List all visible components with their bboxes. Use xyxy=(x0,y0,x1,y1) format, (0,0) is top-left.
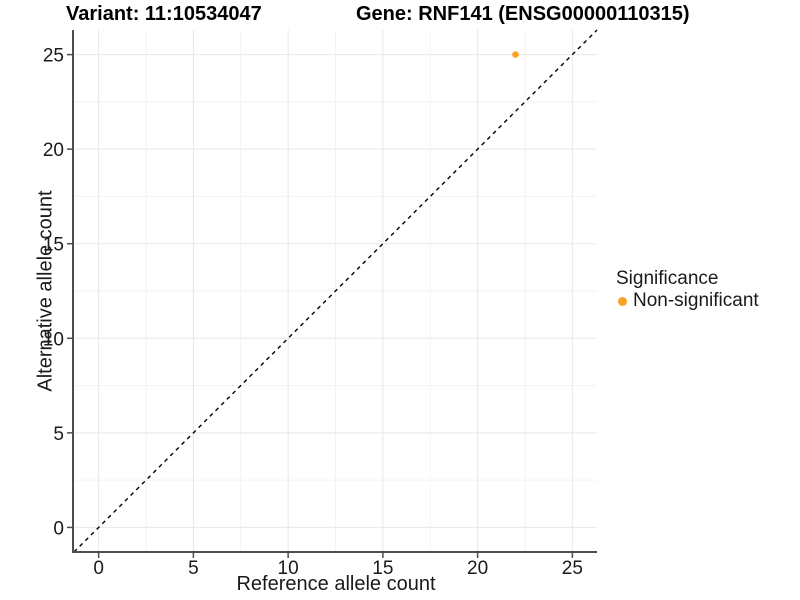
y-tick-label: 20 xyxy=(43,140,64,161)
x-tick-label: 15 xyxy=(372,558,393,579)
y-tick-label: 10 xyxy=(43,329,64,350)
x-tick-label: 5 xyxy=(188,558,199,579)
legend-items: Non-significant xyxy=(616,290,759,312)
legend-title: Significance xyxy=(616,268,719,289)
legend-key-dot xyxy=(618,296,627,306)
legend-item: Non-significant xyxy=(616,290,759,312)
gene-title: Gene: RNF141 (ENSG00000110315) xyxy=(356,3,690,25)
variant-title: Variant: 11:10534047 xyxy=(66,3,262,25)
x-tick-label: 25 xyxy=(562,558,583,579)
x-axis-title: Reference allele count xyxy=(236,573,436,595)
x-tick-label: 10 xyxy=(278,558,299,579)
y-tick-label: 5 xyxy=(53,424,64,445)
y-tick-label: 25 xyxy=(43,46,64,67)
y-tick-label: 0 xyxy=(53,518,64,539)
legend-item-label: Non-significant xyxy=(633,290,759,311)
legend: Significance Non-significant xyxy=(616,268,759,312)
y-tick-label: 15 xyxy=(43,235,64,256)
x-tick-label: 0 xyxy=(93,558,104,579)
x-tick-label: 20 xyxy=(467,558,488,579)
data-point xyxy=(512,51,519,58)
identity-reference-line xyxy=(73,29,598,553)
